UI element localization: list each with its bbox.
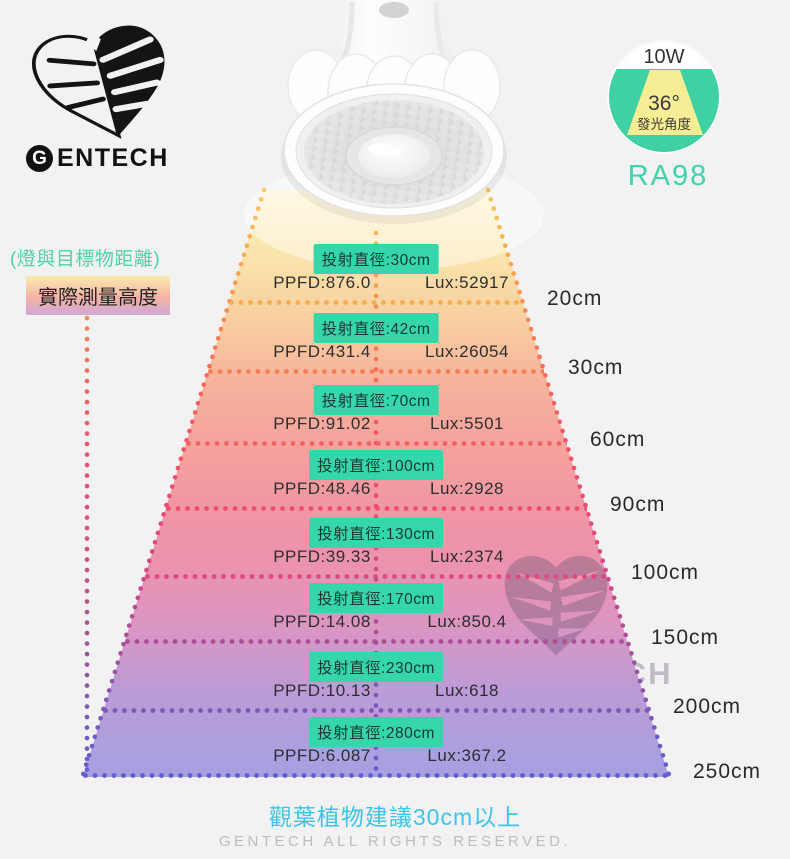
brand-logo: G ENTECH (26, 144, 169, 173)
beam-angle-value: 36° (648, 92, 680, 115)
distance-label: 150cm (651, 626, 720, 649)
brand-name: ENTECH (57, 144, 169, 172)
distance-note-label: (燈與目標物距離) (10, 249, 161, 270)
distance-label: 60cm (590, 428, 646, 451)
distance-label: 20cm (547, 287, 603, 310)
beam-angle-label: 發光角度 (637, 117, 691, 132)
distance-label: 100cm (631, 561, 700, 584)
lux-value: Lux:5501 (430, 414, 504, 433)
distance-dotted-line (145, 574, 608, 579)
rights-reserved: GENTECH ALL RIGHTS RESERVED. (218, 833, 572, 850)
brand-g-icon: G (26, 145, 53, 172)
projection-diameter-badge: 投射直徑:280cm (309, 717, 443, 747)
ppfd-value: PPFD:6.087 (273, 746, 371, 765)
projection-diameter-badge: 投射直徑:70cm (313, 385, 439, 415)
distance-dotted-line (166, 506, 587, 511)
wattage-label: 10W (643, 46, 684, 68)
distance-label: 30cm (568, 356, 624, 379)
distance-dotted-line (186, 441, 567, 446)
distance-dotted-line (229, 300, 522, 305)
ppfd-value: PPFD:91.02 (273, 414, 371, 433)
ppfd-value: PPFD:39.33 (273, 547, 371, 566)
projection-diameter-badge: 投射直徑:130cm (309, 518, 443, 548)
projection-diameter-badge: 投射直徑:170cm (309, 583, 443, 613)
recommendation-note: 觀葉植物建議30cm以上 (268, 804, 522, 830)
bulb-lens (358, 134, 430, 178)
distance-dotted-line (83, 773, 669, 778)
lux-value: Lux:26054 (425, 342, 509, 361)
ppfd-value: PPFD:431.4 (273, 342, 371, 361)
lux-value: Lux:850.4 (427, 612, 507, 631)
ppfd-value: PPFD:14.08 (273, 612, 371, 631)
lux-value: Lux:52917 (425, 273, 509, 292)
brand-leaf-icon (32, 25, 165, 139)
ppfd-value: PPFD:48.46 (273, 479, 371, 498)
distance-label: 250cm (693, 760, 762, 783)
projection-diameter-badge: 投射直徑:42cm (313, 313, 439, 343)
projection-diameter-badge: 投射直徑:230cm (309, 652, 443, 682)
ppfd-value: PPFD:10.13 (273, 681, 371, 700)
lux-value: Lux:618 (435, 681, 499, 700)
distance-label: 90cm (610, 493, 666, 516)
distance-label: 200cm (673, 695, 742, 718)
lux-value: Lux:2928 (430, 479, 504, 498)
lux-value: Lux:2374 (430, 547, 504, 566)
distance-dotted-line (208, 369, 544, 374)
bulb-top-mark (379, 2, 409, 18)
ppfd-value: PPFD:876.0 (273, 273, 371, 292)
beam-trapezoid-icon (627, 70, 703, 135)
projection-diameter-badge: 投射直徑:100cm (309, 450, 443, 480)
distance-dotted-line (103, 708, 649, 713)
measured-height-label: 實際測量高度 (26, 276, 170, 315)
distance-dotted-line (125, 639, 628, 644)
spec-badge: 10W 36° 發光角度 (607, 40, 721, 154)
lux-value: Lux:367.2 (427, 746, 507, 765)
projection-diameter-badge: 投射直徑:30cm (313, 244, 439, 274)
cri-value: RA98 (627, 160, 709, 192)
led-bulb (281, 0, 507, 224)
